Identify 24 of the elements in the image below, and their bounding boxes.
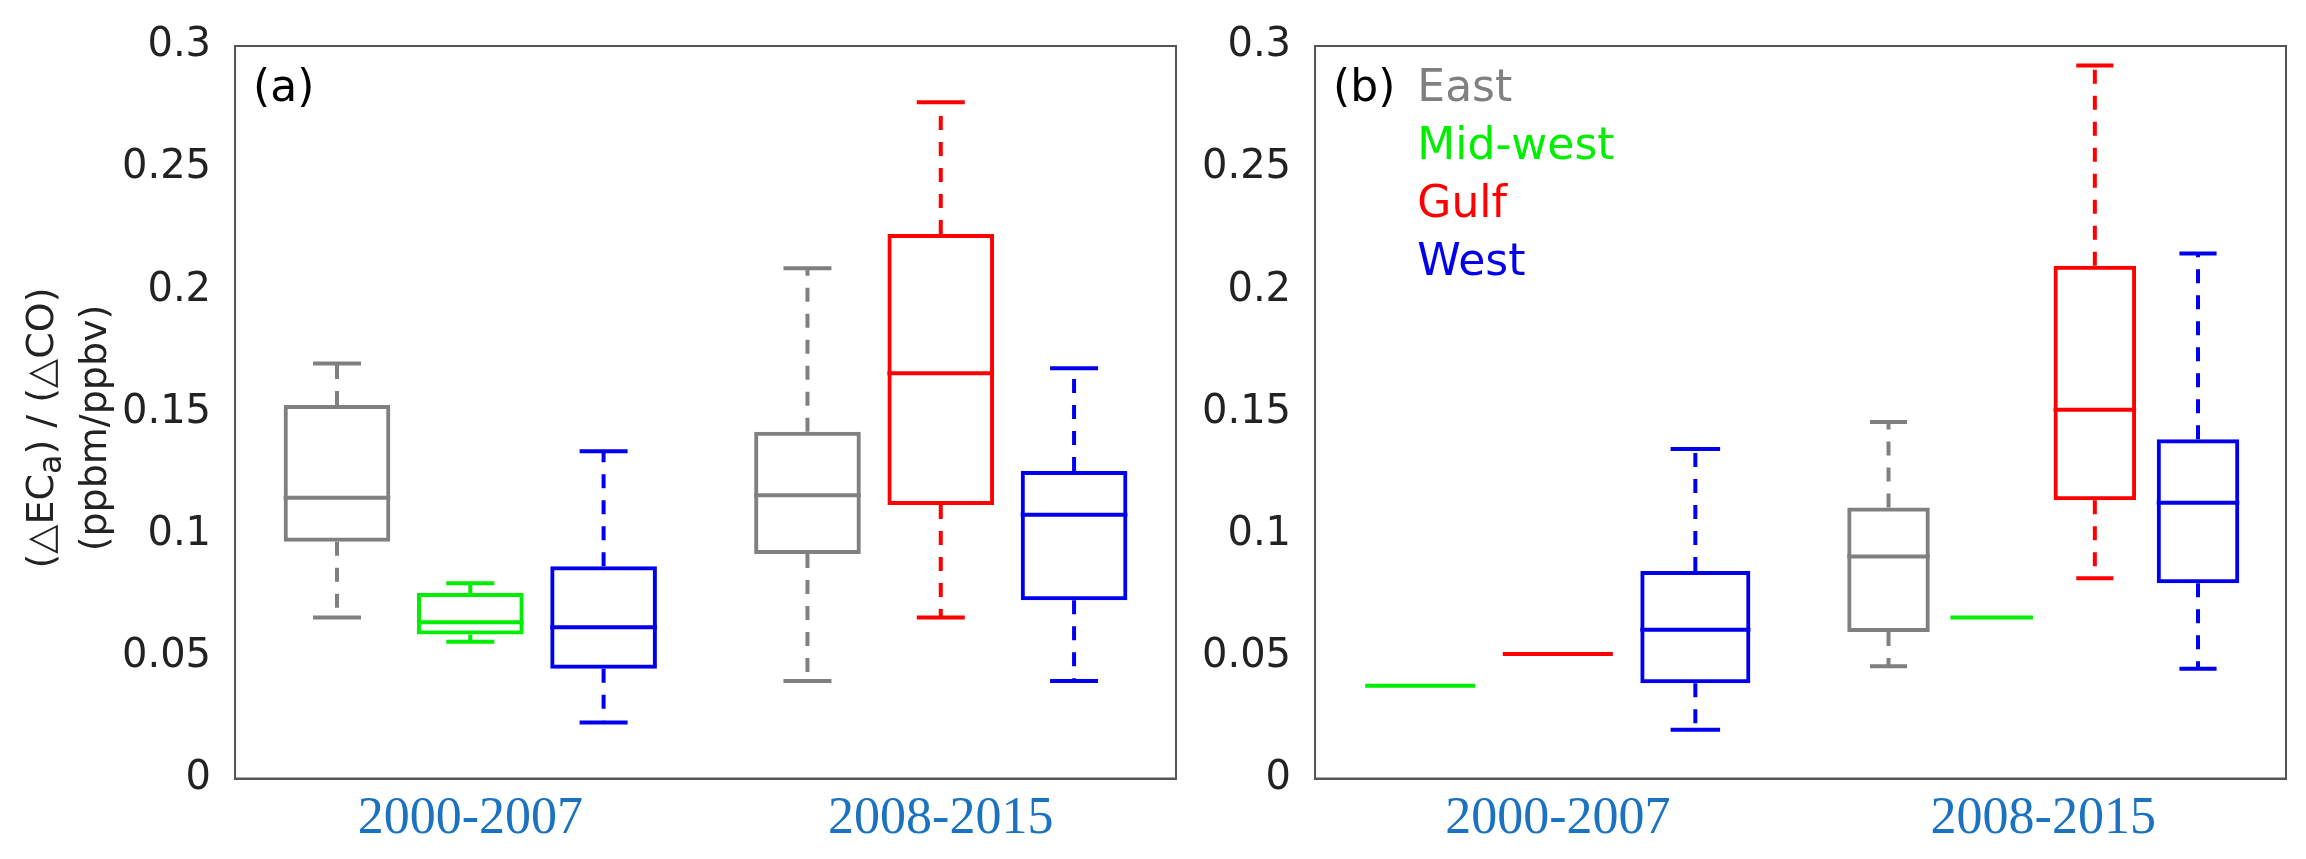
y-tick-label: 0.05 bbox=[122, 629, 212, 676]
text: West bbox=[1417, 234, 1526, 286]
y-tick-label: 0.1 bbox=[1227, 507, 1292, 554]
text: Mid-west bbox=[1417, 118, 1615, 170]
x-tick-label: 2008-2015 bbox=[1930, 787, 2156, 845]
y-tick-label: 0.1 bbox=[147, 507, 212, 554]
y-tick-label: 0.25 bbox=[1202, 141, 1292, 188]
y-tick-label: 0.2 bbox=[1227, 263, 1292, 310]
y-tick-label: 0 bbox=[185, 751, 212, 798]
y-tick-label: 0 bbox=[1265, 751, 1292, 798]
text: East bbox=[1417, 60, 1513, 112]
x-tick-label: 2000-2007 bbox=[1445, 787, 1671, 845]
y-tick-label: 0.2 bbox=[147, 263, 212, 310]
x-tick-label: 2000-2007 bbox=[357, 787, 583, 845]
annotation: (a) bbox=[253, 60, 315, 112]
annotation: (b) bbox=[1333, 60, 1396, 112]
y-tick-label: 0.3 bbox=[147, 19, 212, 66]
y-tick-label: 0.3 bbox=[1227, 19, 1292, 66]
y-tick-label: 0.05 bbox=[1202, 629, 1292, 676]
x-tick-label: 2008-2015 bbox=[828, 787, 1054, 845]
text: Gulf bbox=[1417, 176, 1509, 228]
y-tick-label: 0.15 bbox=[1202, 385, 1292, 432]
y-tick-label: 0.25 bbox=[122, 141, 212, 188]
y-tick-label: 0.15 bbox=[122, 385, 212, 432]
